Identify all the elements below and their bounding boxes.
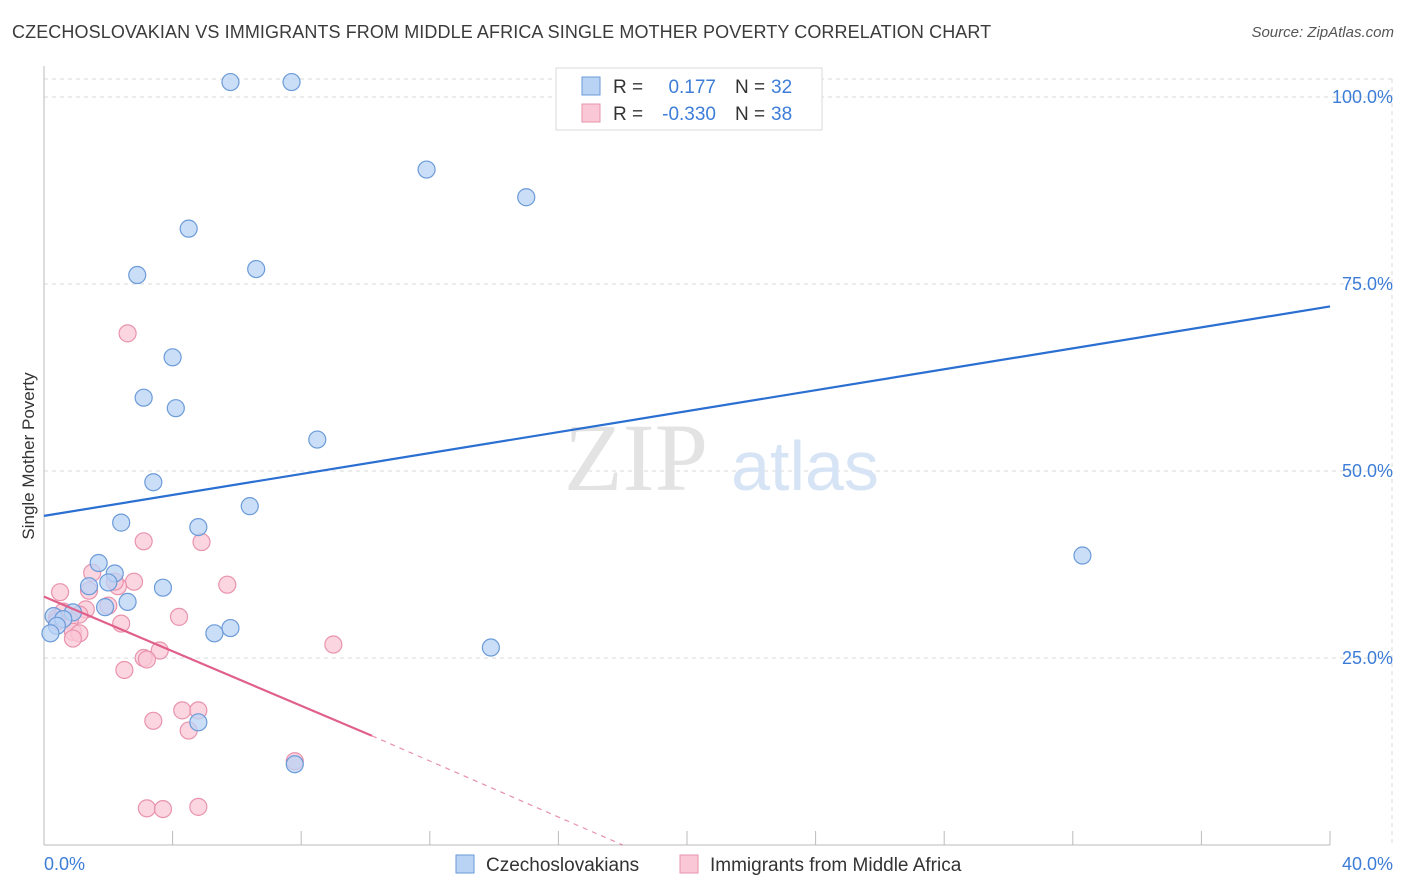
- czechoslovakian-point: [308, 430, 327, 449]
- middle-africa-trend-extension: [371, 735, 623, 846]
- middle-africa-point: [144, 711, 163, 730]
- x-tick-label-max: 40.0%: [1342, 854, 1393, 874]
- czechoslovakian-point: [240, 497, 259, 516]
- legend-r-label: R =: [613, 104, 643, 125]
- czechoslovakian-point: [134, 388, 153, 407]
- series-legend: Czechoslovakians Immigrants from Middle A…: [455, 854, 962, 876]
- series-immigrants-points: [47, 324, 343, 819]
- middle-africa-point: [169, 607, 189, 626]
- czechoslovakian-point: [221, 618, 240, 638]
- middle-africa-point: [115, 660, 134, 680]
- legend-n-value: 38: [771, 104, 792, 125]
- middle-africa-point: [137, 799, 156, 818]
- middle-africa-point: [189, 797, 208, 816]
- czechoslovakian-point: [417, 160, 436, 179]
- legend-r-value: -0.330: [662, 104, 716, 125]
- czechoslovakian-point: [128, 265, 147, 285]
- legend-r-value: 0.177: [668, 77, 716, 98]
- middle-africa-point: [153, 799, 173, 819]
- y-tick-label: 50.0%: [1342, 461, 1393, 481]
- legend-item-middle-africa-swatch: [679, 854, 699, 874]
- czechoslovakian-point: [118, 592, 137, 612]
- czechoslovakian-point: [481, 638, 500, 657]
- middle-africa-point: [137, 650, 156, 669]
- czechoslovakian-point: [112, 513, 131, 532]
- czechoslovakian-point: [99, 573, 118, 592]
- middle-africa-point: [63, 629, 83, 648]
- czechoslovakian-point: [95, 598, 115, 617]
- y-tick-label: 25.0%: [1342, 648, 1393, 668]
- czechoslovakian-point: [282, 72, 301, 92]
- x-tick-label-min: 0.0%: [44, 854, 85, 874]
- czechoslovakians-trend-line: [43, 305, 1331, 517]
- middle-africa-trend-line: [43, 595, 373, 737]
- grid-lines: [44, 78, 1393, 845]
- y-tick-label: 100.0%: [1332, 87, 1393, 107]
- middle-africa-point: [118, 324, 137, 343]
- czechoslovakian-point: [179, 219, 198, 238]
- chart-title: CZECHOSLOVAKIAN VS IMMIGRANTS FROM MIDDL…: [12, 22, 992, 42]
- czechoslovakian-point: [247, 259, 266, 279]
- czechoslovakian-point: [517, 188, 536, 207]
- czechoslovakian-point: [163, 348, 182, 367]
- legend-item-czechoslovakians-label: Czechoslovakians: [486, 855, 639, 876]
- czechoslovakian-point: [205, 624, 224, 643]
- legend-item-czechoslovakians-swatch: [455, 854, 475, 874]
- czechoslovakian-point: [189, 517, 208, 537]
- legend-swatch-pink: [581, 103, 601, 123]
- czechoslovakian-point: [79, 577, 99, 596]
- czechoslovakian-point: [41, 624, 60, 643]
- y-axis-label: Single Mother Poverty: [19, 372, 38, 540]
- czechoslovakian-point: [189, 713, 208, 732]
- middle-africa-point: [50, 583, 70, 602]
- middle-africa-point: [192, 532, 211, 552]
- czechoslovakian-point: [166, 399, 185, 418]
- y-tick-label: 75.0%: [1342, 274, 1393, 294]
- middle-africa-point: [324, 635, 343, 654]
- czechoslovakian-point: [285, 755, 304, 774]
- chart-source: Source: ZipAtlas.com: [1251, 24, 1394, 41]
- legend-swatch-blue: [581, 76, 601, 96]
- watermark: ZIP atlas: [564, 404, 879, 511]
- axes: 25.0% 50.0% 75.0% 100.0% 0.0% 40.0%: [43, 66, 1393, 874]
- legend-n-label: N =: [735, 104, 765, 125]
- czechoslovakian-point: [221, 72, 240, 92]
- middle-africa-point: [173, 701, 192, 720]
- middle-africa-point: [218, 575, 237, 594]
- watermark-zip: ZIP: [564, 404, 708, 511]
- czechoslovakian-point: [144, 473, 163, 492]
- legend-item-middle-africa-label: Immigrants from Middle Africa: [710, 855, 962, 876]
- legend-r-label: R =: [613, 77, 643, 98]
- czechoslovakian-point: [89, 553, 108, 573]
- czechoslovakian-point: [153, 578, 173, 597]
- legend-n-value: 32: [771, 77, 792, 98]
- correlation-legend: R = 0.177 N = 32 R = -0.330 N = 38: [555, 67, 823, 131]
- czechoslovakian-point: [1073, 546, 1092, 565]
- middle-africa-point: [134, 532, 153, 551]
- middle-africa-point: [124, 572, 144, 591]
- series-czechoslovakians-points: [41, 72, 1092, 774]
- trend-lines: [43, 305, 1331, 846]
- legend-n-label: N =: [735, 77, 765, 98]
- watermark-atlas: atlas: [731, 427, 879, 505]
